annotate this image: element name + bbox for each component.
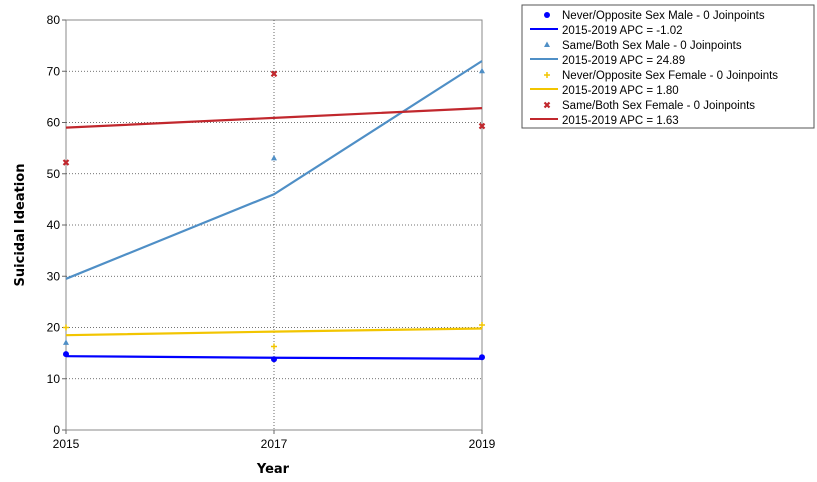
legend-fit-label: 2015-2019 APC = 1.80: [562, 85, 679, 97]
y-tick-label: 30: [47, 269, 61, 283]
y-tick-label: 60: [47, 116, 61, 130]
legend-fit-label: 2015-2019 APC = 24.89: [562, 55, 685, 67]
data-point-2: [271, 154, 277, 161]
data-point-3: [479, 321, 485, 328]
fit-line-3: [65, 327, 483, 337]
legend-marker-2: [544, 41, 550, 47]
data-point-1: [63, 351, 69, 358]
data-point-4: [62, 159, 70, 166]
data-point-4: [478, 122, 486, 130]
legend-series-name: Same/Both Sex Male - 0 Joinpoints: [562, 40, 742, 52]
legend-box: [521, 4, 815, 129]
legend-series-name: Same/Both Sex Female - 0 Joinpoints: [562, 100, 755, 112]
y-tick-labels: 0 10 20 30 40 50 60 70 80: [47, 13, 66, 437]
y-tick-label: 80: [47, 13, 61, 27]
y-tick-label: 50: [47, 167, 61, 181]
fit-line-4: [65, 107, 483, 129]
legend-marker-1: [544, 12, 550, 18]
legend-series-name: Never/Opposite Sex Female - 0 Joinpoints: [562, 70, 778, 82]
x-tick-label: 2015: [53, 437, 80, 451]
data-point-3: [63, 324, 69, 331]
fit-line-2: [65, 60, 483, 280]
observed-points: [62, 67, 486, 363]
x-tick-labels: 2015 2017 2019: [53, 430, 496, 451]
y-tick-label: 10: [47, 372, 61, 386]
x-tick-label: 2017: [261, 437, 288, 451]
grid-lines: [66, 20, 482, 430]
y-tick-label: 40: [47, 218, 61, 232]
data-point-4: [270, 70, 278, 78]
legend: Never/Opposite Sex Male - 0 Joinpoints 20…: [530, 10, 778, 127]
data-point-2: [479, 67, 485, 74]
data-point-1: [271, 356, 277, 363]
legend-fit-label: 2015-2019 APC = -1.02: [562, 25, 683, 37]
data-point-2: [63, 339, 69, 345]
y-tick-label: 0: [53, 423, 60, 437]
x-axis-title: Year: [256, 462, 290, 477]
legend-marker-4: [543, 101, 551, 109]
y-tick-label: 70: [47, 64, 61, 78]
data-point-1: [479, 354, 485, 361]
y-tick-label: 20: [47, 321, 61, 335]
data-point-3: [271, 343, 277, 350]
legend-series-name: Never/Opposite Sex Male - 0 Joinpoints: [562, 10, 765, 22]
x-tick-label: 2019: [469, 437, 496, 451]
legend-fit-label: 2015-2019 APC = 1.63: [562, 115, 679, 127]
legend-marker-3: [544, 72, 550, 78]
y-axis-title: Suicidal Ideation: [13, 164, 28, 287]
